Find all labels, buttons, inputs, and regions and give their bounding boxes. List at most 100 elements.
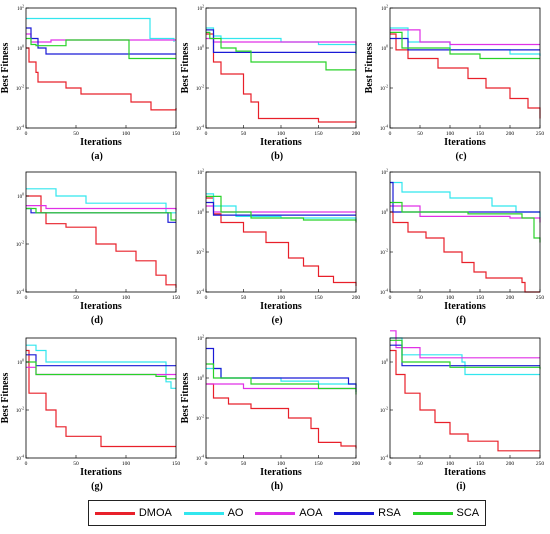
y-tick-label: 100 [17,45,24,53]
series-line-rsa [206,29,356,53]
panel-c: 0 50 100 150 200 250 10-4 10-2 100 102 Iterations B… [364,5,544,163]
series-line-sca [26,207,176,221]
series-line-sca [26,37,176,60]
x-tick-label: 50 [241,131,247,137]
x-tick-label: 0 [205,131,208,137]
x-axis-label: Iterations [80,301,122,312]
series-line-sca [206,363,357,395]
x-tick-label: 100 [122,131,131,137]
x-tick-label: 100 [446,295,455,301]
y-tick-label: 10-2 [16,85,24,93]
series-line-ao [206,193,357,220]
series-line-dmoa [390,211,540,293]
legend-item-sca: SCA [412,507,479,519]
series-line-rsa [206,347,357,392]
x-tick-label: 200 [506,295,515,301]
plot-frame [389,7,541,129]
plot-frame [205,171,357,293]
series-line-aoa [26,366,176,376]
panel-label: (h) [271,481,283,492]
x-axis-label: Iterations [444,467,486,478]
series-line-rsa [390,181,540,213]
y-tick-label: 10-2 [380,407,388,415]
x-tick-label: 50 [417,131,423,137]
legend-label-ao: AO [227,507,244,519]
y-tick-label: 10-4 [16,455,24,463]
legend-item-aoa: AOA [255,507,322,519]
series-line-rsa [26,354,176,367]
x-tick-label: 100 [446,461,455,467]
plot-frame [25,7,177,129]
x-tick-label: 150 [476,461,485,467]
x-tick-label: 50 [241,461,247,467]
panel-label: (d) [91,315,103,326]
plot-frame [389,171,541,293]
x-tick-label: 50 [73,461,79,467]
y-tick-label: 100 [17,359,24,367]
panel-label: (e) [271,315,282,326]
y-tick-label: 100 [197,45,204,53]
x-tick-label: 100 [277,295,286,301]
panel-label: (g) [91,481,103,492]
legend-item-ao: AO [183,507,244,519]
series-line-rsa [390,37,540,51]
x-tick-label: 200 [352,131,361,137]
x-axis-label: Iterations [80,137,122,148]
series-line-ao [26,344,176,389]
y-tick-label: 102 [197,169,204,177]
legend-swatch-dmoa [94,511,135,515]
x-tick-label: 150 [314,295,323,301]
series-line-ao [390,27,541,56]
y-tick-label: 100 [381,209,388,217]
legend-swatch-sca [412,511,453,515]
series-line-ao [206,27,357,54]
y-tick-label: 10-4 [16,125,24,133]
x-tick-label: 200 [506,131,515,137]
x-tick-label: 150 [172,295,181,301]
x-tick-label: 0 [25,131,28,137]
x-tick-label: 0 [25,461,28,467]
panel-label: (i) [456,481,465,492]
series-line-rsa [206,201,356,216]
x-tick-label: 100 [122,295,131,301]
series-line-ao [390,181,541,218]
legend-swatch-aoa [255,511,296,515]
y-tick-label: 10-2 [380,85,388,93]
x-tick-label: 250 [536,131,545,137]
panel-label: (a) [91,151,103,162]
series-line-dmoa [206,197,357,286]
y-tick-label: 10-2 [16,407,24,415]
y-tick-label: 100 [381,45,388,53]
y-tick-label: 10-4 [196,455,204,463]
x-tick-label: 200 [352,461,361,467]
y-tick-label: 10-4 [16,289,24,297]
series-line-dmoa [26,195,177,288]
x-tick-label: 150 [172,461,181,467]
x-tick-label: 150 [314,461,323,467]
y-tick-label: 10-2 [196,85,204,93]
x-tick-label: 250 [536,461,545,467]
series-line-dmoa [206,33,356,123]
x-tick-label: 50 [73,131,79,137]
x-tick-label: 0 [205,295,208,301]
series-line-rsa [26,207,176,223]
y-tick-label: 100 [197,209,204,217]
x-tick-label: 0 [389,295,392,301]
series-line-aoa [206,205,356,213]
series-line-rsa [26,27,176,55]
series-line-ao [206,367,357,386]
y-tick-label: 102 [197,335,204,343]
series-line-dmoa [26,47,177,111]
x-tick-label: 0 [25,295,28,301]
series-line-sca [206,31,356,71]
x-tick-label: 150 [476,131,485,137]
plot-frame [25,337,177,459]
y-tick-label: 102 [381,5,388,13]
x-axis-label: Iterations [444,301,486,312]
y-tick-label: 10-2 [16,241,24,249]
x-tick-label: 0 [205,461,208,467]
x-axis-label: Iterations [260,301,302,312]
